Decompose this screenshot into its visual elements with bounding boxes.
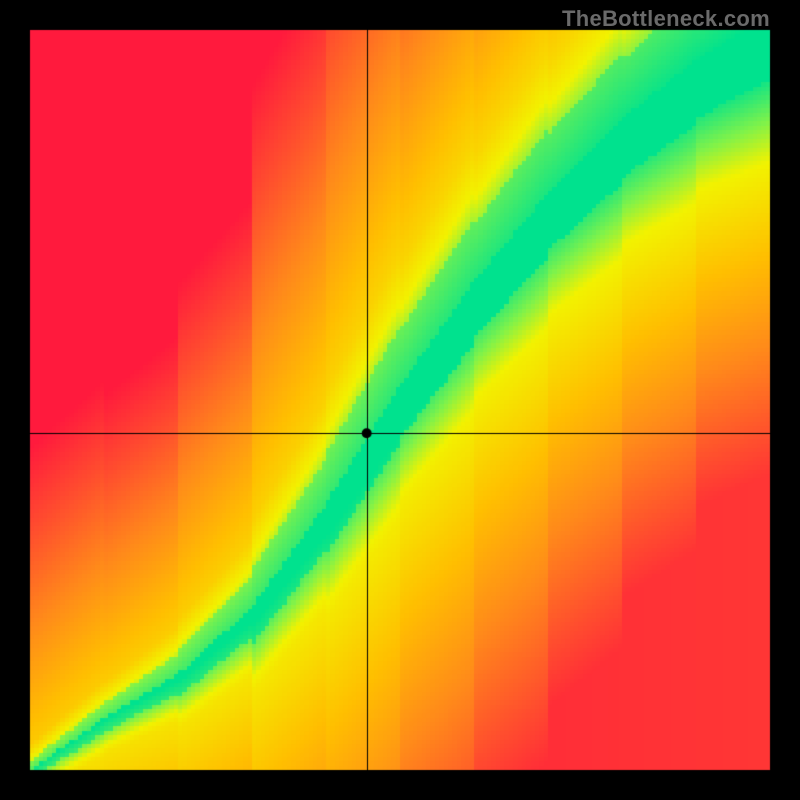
chart-container: TheBottleneck.com: [0, 0, 800, 800]
watermark-text: TheBottleneck.com: [562, 6, 770, 32]
bottleneck-heatmap: [0, 0, 800, 800]
